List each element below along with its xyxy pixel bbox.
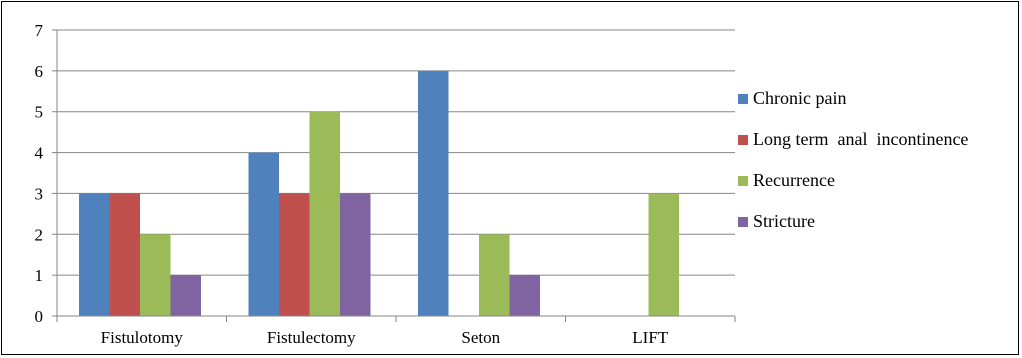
bar-recurrence-seton (479, 234, 510, 316)
bar-long-term-anal-incontinence-fistulectomy (279, 193, 310, 316)
bar-stricture-fistulectomy (340, 193, 371, 316)
x-tick-labels: Fistulotomy Fistulectomy Seton LIFT (101, 328, 669, 347)
y-tick-label: 5 (35, 103, 44, 122)
legend-label: Stricture (753, 211, 815, 231)
y-tick-labels: 0 1 2 3 4 5 6 7 (35, 21, 44, 326)
x-tick-label: Fistulectomy (267, 328, 356, 347)
bar-stricture-fistulotomy (170, 275, 201, 316)
x-tick-label: LIFT (632, 328, 669, 347)
bar-chronic-pain-fistulotomy (79, 193, 110, 316)
bar-recurrence-fistulotomy (140, 234, 171, 316)
legend-label: Long term anal incontinence (753, 129, 968, 149)
y-tick-label: 1 (35, 266, 44, 285)
bar-recurrence-fistulectomy (309, 111, 340, 316)
y-tick-label: 3 (35, 184, 44, 203)
y-tick-label: 0 (35, 307, 44, 326)
bar-stricture-seton (509, 275, 540, 316)
bar-chronic-pain-fistulectomy (248, 152, 279, 316)
y-tick-label: 2 (35, 225, 44, 244)
legend-swatch (738, 94, 748, 104)
legend-label: Chronic pain (753, 88, 846, 108)
bars (79, 70, 679, 316)
y-tick-label: 6 (35, 62, 44, 81)
y-tick-label: 7 (35, 21, 44, 40)
bar-chronic-pain-seton (418, 70, 449, 316)
axes (52, 29, 736, 322)
y-tick-label: 4 (35, 144, 44, 163)
legend: Chronic pain Long term anal incontinence R… (738, 88, 968, 231)
bar-recurrence-lift (648, 193, 679, 316)
x-tick-label: Fistulotomy (101, 328, 184, 347)
x-tick-label: Seton (461, 328, 500, 347)
legend-label: Recurrence (753, 170, 835, 190)
legend-swatch (738, 217, 748, 227)
bar-long-term-anal-incontinence-fistulotomy (109, 193, 140, 316)
legend-swatch (738, 135, 748, 145)
legend-swatch (738, 176, 748, 186)
